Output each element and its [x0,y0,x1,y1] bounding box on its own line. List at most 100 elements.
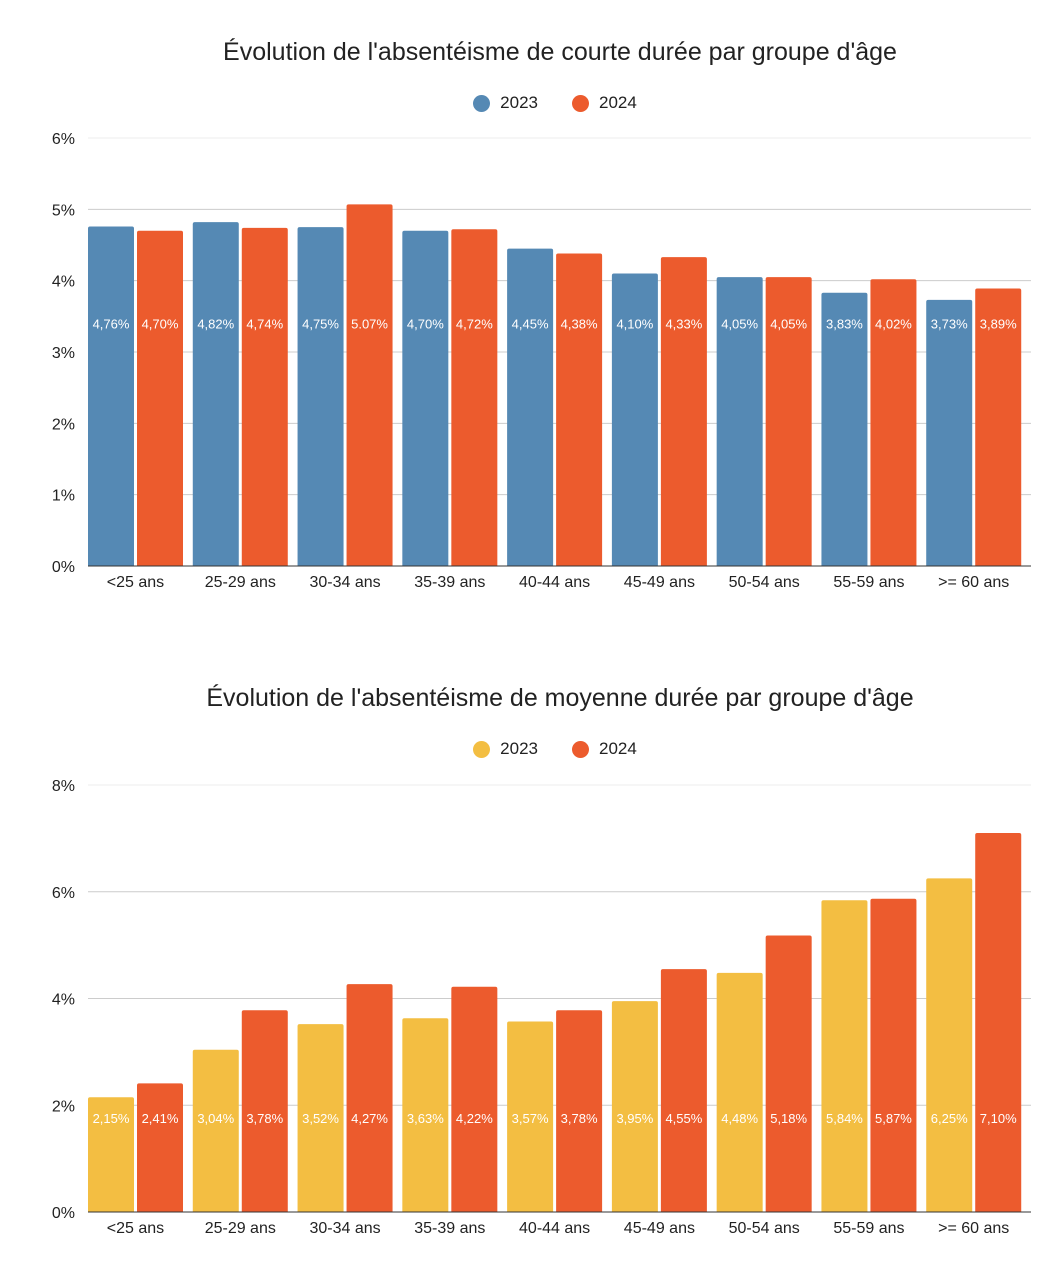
bar [660,969,707,1212]
bar [926,878,973,1212]
x-tick-label: 45-49 ans [624,574,695,591]
x-tick-label: 35-39 ans [414,1220,485,1237]
bar [975,288,1022,566]
bar [611,1001,658,1212]
bar [241,1010,288,1212]
data-label: 4,55% [665,1111,702,1126]
y-tick-label: 4% [52,274,75,291]
data-label: 3,83% [826,316,863,331]
y-tick-label: 3% [52,345,75,362]
data-label: 5,18% [770,1111,807,1126]
legend-swatch-2023 [473,740,491,758]
x-tick-label: >= 60 ans [938,1220,1009,1237]
y-tick-label: 8% [52,778,75,795]
legend-label-2024: 2024 [599,93,637,112]
bar [556,253,603,566]
chart-medium-term: Évolution de l'absentéisme de moyenne du… [0,646,1056,1284]
y-tick-label: 5% [52,202,75,219]
data-label: 4,27% [351,1111,388,1126]
x-tick-label: 35-39 ans [414,574,485,591]
legend-label-2024: 2024 [599,739,637,758]
data-label: 2,41% [142,1111,179,1126]
data-label: 4,48% [721,1111,758,1126]
x-tick-label: 25-29 ans [205,1220,276,1237]
legend-item-2024: 2024 [572,739,637,759]
bar [297,1024,344,1212]
y-tick-label: 1% [52,488,75,505]
data-label: 4,33% [665,316,702,331]
data-label: 4,02% [875,316,912,331]
bar [975,833,1022,1212]
data-label: 6,25% [931,1111,968,1126]
bar [192,222,239,566]
data-label: 4,70% [407,316,444,331]
x-tick-label: 55-59 ans [833,574,904,591]
data-label: 4,75% [302,316,339,331]
bar [507,248,554,567]
bar [716,277,763,566]
data-label: 3,73% [931,316,968,331]
plot-area: 0% 2% 4% 6% 8% 2,15% 2,41% <25 ans 3,04% 3,78% 25-… [52,778,1031,1237]
x-tick-label: >= 60 ans [938,574,1009,591]
bar [346,984,393,1212]
bar [821,900,868,1212]
chart-title: Évolution de l'absentéisme de courte dur… [223,38,897,66]
data-label: 4,70% [142,316,179,331]
bar [402,230,449,566]
bar [88,226,134,566]
data-label: 4,10% [616,316,653,331]
legend-item-2023: 2023 [473,739,538,759]
data-label: 4,05% [770,316,807,331]
data-label: 4,45% [512,316,549,331]
data-label: 3,78% [561,1111,598,1126]
legend: 2023 2024 [0,739,1056,759]
bar [765,935,812,1212]
y-tick-label: 0% [52,559,75,576]
data-label: 4,82% [197,316,234,331]
bar [241,227,288,566]
legend-label-2023: 2023 [500,739,538,758]
x-tick-label: 25-29 ans [205,574,276,591]
x-tick-label: 50-54 ans [729,1220,800,1237]
data-label: 4,05% [721,316,758,331]
data-label: 4,38% [561,316,598,331]
bar [402,1018,449,1212]
y-tick-label: 4% [52,992,75,1009]
x-tick-label: <25 ans [107,1220,164,1237]
legend-label-2023: 2023 [500,93,538,112]
x-tick-label: 40-44 ans [519,1220,590,1237]
bar [346,204,393,566]
x-tick-label: 30-34 ans [309,1220,380,1237]
y-tick-label: 6% [52,885,75,902]
data-label: 3,04% [197,1111,234,1126]
legend: 2023 2024 [0,93,1056,113]
bar [926,299,973,566]
x-tick-label: 30-34 ans [309,574,380,591]
data-label: 4,22% [456,1111,493,1126]
bar [821,292,868,566]
data-label: 3,63% [407,1111,444,1126]
bar [660,257,707,566]
data-label: 7,10% [980,1111,1017,1126]
legend-swatch-2024 [572,94,589,112]
x-tick-label: 50-54 ans [729,574,800,591]
bar [88,1097,134,1212]
data-label: 3,95% [616,1111,653,1126]
data-label: 5,84% [826,1111,863,1126]
data-label: 5,87% [875,1111,912,1126]
data-label: 3,57% [512,1111,549,1126]
y-tick-label: 6% [52,131,75,148]
chart-title: Évolution de l'absentéisme de moyenne du… [206,684,914,712]
data-label: 4,76% [93,316,130,331]
y-tick-label: 0% [52,1205,75,1222]
bar [556,1010,603,1212]
bar [451,986,498,1212]
legend-swatch-2024 [572,740,589,758]
x-tick-label: <25 ans [107,574,164,591]
bar [507,1021,554,1212]
bar [137,1083,183,1212]
y-tick-label: 2% [52,1098,75,1115]
bar [137,230,183,566]
data-label: 2,15% [93,1111,130,1126]
bar [870,279,917,566]
